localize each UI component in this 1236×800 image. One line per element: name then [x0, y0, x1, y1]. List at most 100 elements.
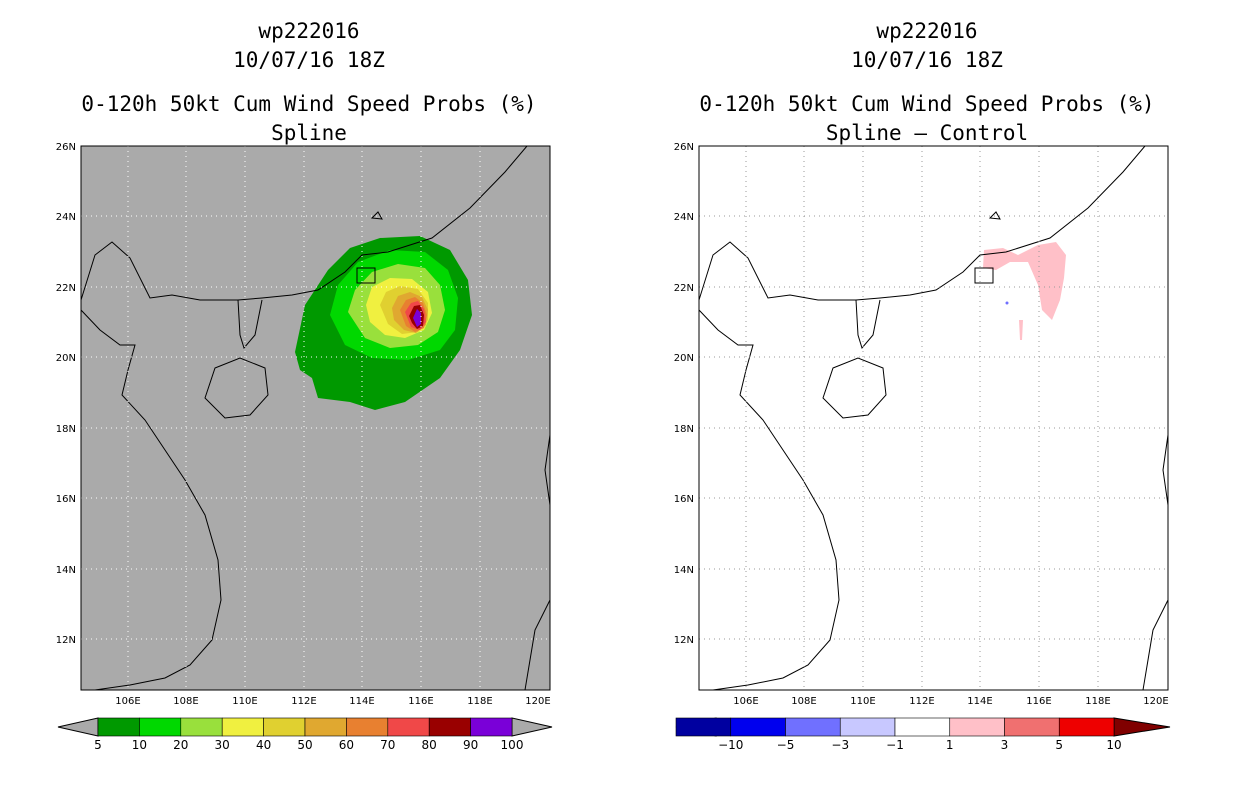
colorbar-swatch: [97, 717, 140, 737]
lon-label: 116E: [408, 696, 433, 707]
colorbar-swatch: [387, 717, 430, 737]
map-background: [699, 146, 1168, 690]
probability-contours: [295, 236, 472, 410]
lat-label: 20N: [674, 353, 694, 364]
colorbar-label: 70: [380, 738, 395, 752]
difference-contours: [983, 242, 1066, 340]
gridlines: [81, 146, 550, 690]
colorbar-label: −10: [718, 738, 743, 752]
storm-id: wp222016: [876, 19, 978, 43]
colorbar-high-triangle: [1113, 717, 1171, 737]
colorbar-swatch: [839, 717, 896, 737]
colorbar-label: 3: [1001, 738, 1009, 752]
colorbar-swatch: [139, 717, 182, 737]
lon-label: 110E: [232, 696, 257, 707]
lon-label: 114E: [349, 696, 374, 707]
panel-subtitle: Spline – Control: [825, 121, 1029, 145]
colorbar-right: −10 −5 −3 −1 1 3 5 10: [675, 717, 1171, 752]
colorbar-label: 5: [1055, 738, 1063, 752]
colorbar-swatch: [785, 717, 841, 737]
lat-label: 18N: [56, 424, 76, 435]
lon-label: 118E: [1085, 696, 1110, 707]
lat-label: 20N: [56, 353, 76, 364]
lat-labels-right: 12N 14N 16N 18N 20N 22N 24N 26N: [674, 142, 694, 646]
gridlines: [699, 146, 1168, 690]
lon-label: 116E: [1026, 696, 1051, 707]
lat-label: 22N: [56, 283, 76, 294]
lon-labels-left: 106E 108E 110E 112E 114E 116E 118E 120E: [115, 696, 550, 707]
panel-subtitle: Spline: [271, 121, 347, 145]
diff-positive-2: [1019, 320, 1023, 340]
colorbar-label: −3: [831, 738, 849, 752]
contour-90: [413, 309, 421, 327]
colorbar-label: 100: [501, 738, 524, 752]
colorbar-swatch: [730, 717, 786, 737]
lon-label: 108E: [791, 696, 816, 707]
colorbar-label: 1: [946, 738, 954, 752]
datetime: 10/07/16 18Z: [851, 48, 1003, 72]
colorbar-label: 10: [1106, 738, 1121, 752]
colorbar-label: 40: [256, 738, 271, 752]
product-title: 0-120h 50kt Cum Wind Speed Probs (%): [699, 92, 1155, 116]
colorbar-label: 90: [463, 738, 478, 752]
colorbar-left: 5 10 20 30 40 50 60 70 80 90 100: [57, 717, 553, 752]
colorbar-swatch: [949, 717, 1005, 737]
lat-label: 12N: [56, 635, 76, 646]
colorbar-high-triangle: [511, 717, 553, 737]
colorbar-label: 30: [215, 738, 230, 752]
colorbar-label: 20: [173, 738, 188, 752]
colorbar-swatch: [221, 717, 264, 737]
map-frame: [698, 145, 1169, 691]
lat-labels-left: 12N 14N 16N 18N 20N 22N 24N 26N: [56, 142, 76, 646]
lat-label: 24N: [56, 212, 76, 223]
map-background: [81, 146, 550, 690]
lon-label: 106E: [733, 696, 758, 707]
lat-label: 14N: [674, 565, 694, 576]
lon-label: 118E: [467, 696, 492, 707]
lat-label: 14N: [56, 565, 76, 576]
lon-label: 112E: [291, 696, 316, 707]
diff-negative-dot: [1005, 301, 1009, 305]
product-title: 0-120h 50kt Cum Wind Speed Probs (%): [81, 92, 537, 116]
colorbar-swatch: [428, 717, 471, 737]
datetime: 10/07/16 18Z: [233, 48, 385, 72]
lon-label: 114E: [967, 696, 992, 707]
lon-label: 106E: [115, 696, 140, 707]
diff-positive-1: [983, 242, 1066, 320]
colorbar-label: 60: [339, 738, 354, 752]
lat-label: 18N: [674, 424, 694, 435]
lon-label: 110E: [850, 696, 875, 707]
colorbar-label: 10: [132, 738, 147, 752]
colorbar-swatch: [346, 717, 389, 737]
colorbar-label: 5: [94, 738, 102, 752]
colorbar-swatch: [470, 717, 513, 737]
lat-label: 16N: [56, 494, 76, 505]
lon-labels-right: 106E 108E 110E 112E 114E 116E 118E 120E: [733, 696, 1168, 707]
colorbar-label: 50: [297, 738, 312, 752]
lon-label: 120E: [1143, 696, 1168, 707]
lat-label: 12N: [674, 635, 694, 646]
lon-label: 112E: [909, 696, 934, 707]
storm-id: wp222016: [258, 19, 360, 43]
colorbar-label: 80: [422, 738, 437, 752]
right-panel: wp222016 10/07/16 18Z 0-120h 50kt Cum Wi…: [618, 0, 1236, 800]
lat-label: 22N: [674, 283, 694, 294]
lat-label: 26N: [674, 142, 694, 153]
colorbar-swatch: [894, 717, 951, 737]
lat-label: 16N: [674, 494, 694, 505]
colorbar-swatch: [675, 717, 732, 737]
colorbar-label: −1: [886, 738, 904, 752]
colorbar-low-triangle: [57, 717, 99, 737]
colorbar-swatch: [1004, 717, 1060, 737]
colorbar-swatch: [263, 717, 306, 737]
colorbar-swatch: [304, 717, 347, 737]
colorbar-swatch: [1058, 717, 1115, 737]
lat-label: 24N: [674, 212, 694, 223]
right-map-svg: 12N 14N 16N 18N 20N 22N 24N 26N 106E 108…: [674, 142, 1171, 752]
lat-label: 26N: [56, 142, 76, 153]
left-panel: wp222016 10/07/16 18Z 0-120h 50kt Cum Wi…: [56, 19, 553, 752]
map-frame: [80, 145, 551, 691]
colorbar-label: −5: [777, 738, 795, 752]
lon-label: 120E: [525, 696, 550, 707]
colorbar-swatch: [180, 717, 223, 737]
